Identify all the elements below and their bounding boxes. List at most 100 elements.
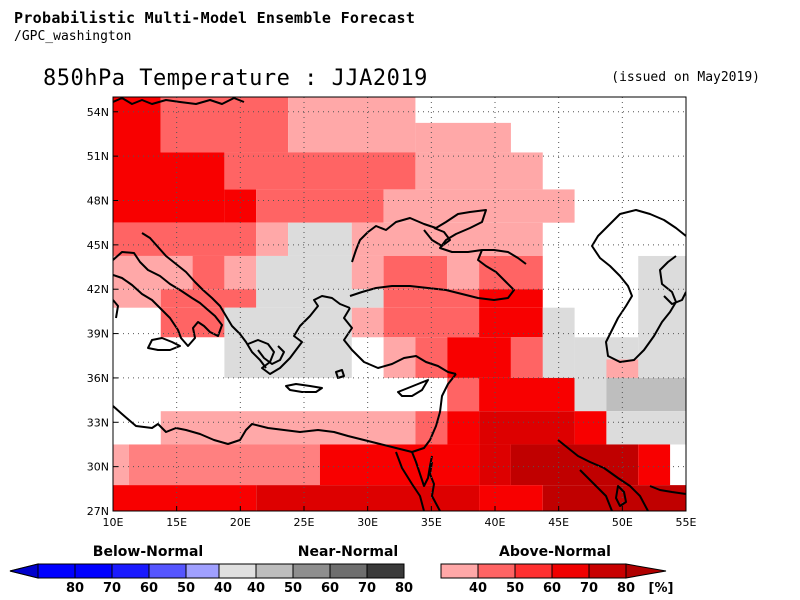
legend-swatch-near	[292, 563, 331, 579]
graticule	[113, 97, 686, 511]
coast-cyprus	[397, 379, 429, 397]
y-tick-label: 27N	[87, 505, 109, 518]
y-tick-label: 36N	[87, 372, 109, 385]
prob-cell-19	[383, 255, 448, 290]
coast-gulf-oman	[649, 485, 686, 495]
prob-cell-7	[256, 189, 384, 223]
prob-cell-59	[479, 485, 543, 511]
legend-swatch-above	[477, 563, 516, 579]
x-tick-label: 35E	[421, 516, 442, 529]
legend-swatch-near	[218, 563, 257, 579]
prob-cell-27	[479, 289, 543, 308]
x-tick-label: 10E	[103, 516, 124, 529]
coast-red-sea-west	[395, 451, 425, 511]
legend-label-near: 60	[321, 581, 339, 596]
legend-label-below: 80	[66, 581, 84, 596]
coast-black-sea	[351, 209, 527, 265]
coast-crete	[285, 383, 323, 393]
coast-turkey-south	[343, 307, 457, 375]
map-title: 850hPa Temperature : JJA2019	[43, 66, 428, 91]
prob-cell-52	[128, 444, 320, 486]
prob-cell-2	[288, 97, 416, 160]
prob-cell-26	[383, 289, 480, 308]
x-tick-label: 45E	[548, 516, 569, 529]
prob-cell-48	[479, 411, 575, 445]
coast-rhodes	[335, 369, 345, 379]
prob-cell-23	[113, 289, 161, 308]
legend-swatch-near	[329, 563, 368, 579]
coast-crimea	[423, 227, 451, 247]
legend-label-below: 70	[103, 581, 121, 596]
y-tick-label: 45N	[87, 239, 109, 252]
coast-sicily	[147, 337, 181, 351]
prob-cell-32	[479, 307, 543, 338]
legend-title-near: Near-Normal	[298, 544, 398, 560]
legend-label-below: 60	[140, 581, 158, 596]
prob-cell-40	[606, 359, 639, 378]
legend-title-above: Above-Normal	[499, 544, 611, 560]
coast-caspian	[591, 209, 686, 363]
coast-baltic	[113, 97, 245, 105]
prob-cell-8	[415, 152, 543, 190]
y-tick-label: 48N	[87, 195, 109, 208]
legend-label-above: 80	[617, 581, 635, 596]
prob-cell-38	[510, 337, 543, 378]
prob-cell-44	[606, 377, 686, 412]
legend-title-below: Below-Normal	[93, 544, 203, 560]
coast-caspian-gulf	[663, 291, 686, 305]
coast-persian-gulf	[557, 439, 649, 511]
prob-cell-20	[447, 255, 480, 290]
legend-swatch-below	[111, 563, 150, 579]
legend-swatch-near	[255, 563, 294, 579]
legend-swatch-below	[185, 563, 224, 579]
coast-italy	[113, 251, 223, 347]
legend-label-below: 50	[177, 581, 195, 596]
legend-swatch-above	[551, 563, 590, 579]
prob-cell-6	[224, 152, 416, 190]
legend-swatch-below	[37, 563, 76, 579]
map-frame	[112, 96, 687, 512]
prob-cell-25	[256, 289, 384, 308]
issued-date: (issued on May2019)	[611, 70, 760, 85]
x-tick-label: 50E	[612, 516, 633, 529]
prob-cell-53	[319, 444, 480, 486]
x-tick-label: 25E	[294, 516, 315, 529]
legend-arrow-above	[625, 563, 667, 579]
x-tick-label: 55E	[676, 516, 697, 529]
coast-greece	[247, 295, 351, 375]
prob-cell-0	[113, 97, 161, 160]
prob-cell-21	[479, 255, 543, 290]
legend-label-above: 60	[543, 581, 561, 596]
coast-levant	[113, 373, 457, 453]
y-tick-label: 33N	[87, 416, 109, 429]
legend-swatch-below	[74, 563, 113, 579]
y-tick-label: 51N	[87, 150, 109, 163]
prob-cell-49	[574, 411, 607, 445]
legend-swatch-above	[588, 563, 627, 579]
coast-qatar	[615, 485, 627, 507]
legend-label-near: 50	[284, 581, 302, 596]
prob-cell-37	[447, 337, 511, 378]
prob-cell-11	[256, 222, 289, 256]
coast-red-sea-east	[429, 461, 441, 511]
legend-label-near: 40	[247, 581, 265, 596]
prob-cell-29	[224, 307, 352, 338]
prob-cell-43	[574, 377, 607, 412]
legend-label-above: 50	[506, 581, 524, 596]
legend-swatch-above	[440, 563, 479, 579]
legend-swatch-near	[366, 563, 405, 579]
x-tick-label: 30E	[357, 516, 378, 529]
prob-cell-51	[113, 444, 129, 486]
legend-swatch-above	[514, 563, 553, 579]
legend-label-near: 70	[358, 581, 376, 596]
legend-label-below: 40	[214, 581, 232, 596]
axis-ticks: 10E 15E 20E 25E 30E 35E 40E 45E 50E 55E 27N 30N 33N 3…	[87, 106, 697, 529]
prob-cell-45	[160, 411, 416, 445]
prob-cell-10	[113, 222, 257, 256]
y-tick-label: 39N	[87, 328, 109, 341]
prob-cell-9	[383, 189, 575, 223]
prob-cell-56	[638, 444, 671, 486]
coastlines	[113, 97, 686, 511]
legend-label-above: 70	[580, 581, 598, 596]
